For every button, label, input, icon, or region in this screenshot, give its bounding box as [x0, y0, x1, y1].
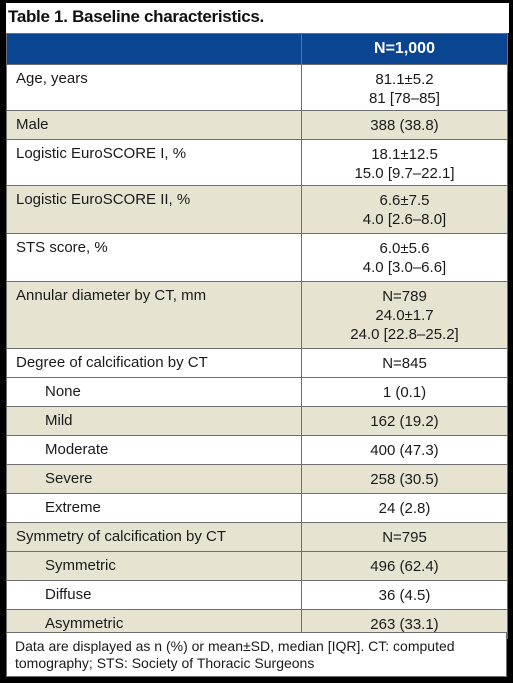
value-line: 258 (30.5) [370, 471, 439, 488]
row-label: Diffuse [6, 580, 302, 610]
value-line: 81 [78–85] [369, 90, 440, 107]
table-row: Extreme 24 (2.8) [6, 493, 508, 523]
row-value: 496 (62.4) [301, 551, 508, 581]
row-value: 388 (38.8) [301, 110, 508, 140]
row-value: 1 (0.1) [301, 377, 508, 407]
value-line: 6.6±7.5 [379, 192, 430, 209]
row-value: N=789 24.0±1.7 24.0 [22.8–25.2] [301, 281, 508, 349]
table-row: Diffuse 36 (4.5) [6, 580, 508, 610]
row-value: 258 (30.5) [301, 464, 508, 494]
row-value: 6.0±5.6 4.0 [3.0–6.6] [301, 233, 508, 282]
row-label: Moderate [6, 435, 302, 465]
value-line: 496 (62.4) [370, 558, 439, 575]
value-line: 1 (0.1) [382, 384, 427, 401]
row-label: Annular diameter by CT, mm [6, 281, 302, 349]
row-label: Age, years [6, 64, 302, 111]
row-value: 18.1±12.5 15.0 [9.7–22.1] [301, 139, 508, 186]
row-value: 36 (4.5) [301, 580, 508, 610]
row-value: 6.6±7.5 4.0 [2.6–8.0] [301, 185, 508, 234]
table-row: None 1 (0.1) [6, 377, 508, 407]
row-label: Male [6, 110, 302, 140]
value-line: 388 (38.8) [370, 117, 439, 134]
value-line: 81.1±5.2 [375, 71, 434, 88]
row-value: 81.1±5.2 81 [78–85] [301, 64, 508, 111]
row-value: 24 (2.8) [301, 493, 508, 523]
value-line: 18.1±12.5 [371, 146, 438, 163]
table-row: Male 388 (38.8) [6, 110, 508, 140]
table-row: Age, years 81.1±5.2 81 [78–85] [6, 64, 508, 111]
row-label: Extreme [6, 493, 302, 523]
row-label: Symmetry of calcification by CT [6, 522, 302, 552]
value-line: 24.0 [22.8–25.2] [350, 326, 459, 343]
value-line: N=795 [382, 529, 427, 546]
value-line: 15.0 [9.7–22.1] [354, 165, 455, 182]
table-footnote: Data are displayed as n (%) or mean±SD, … [6, 632, 507, 677]
row-value: 162 (19.2) [301, 406, 508, 436]
row-label: Mild [6, 406, 302, 436]
header-n-cell: N=1,000 [301, 33, 508, 65]
table-row: Symmetry of calcification by CT N=795 [6, 522, 508, 552]
row-label: Logistic EuroSCORE II, % [6, 185, 302, 234]
table-title: Table 1. Baseline characteristics. [6, 3, 509, 33]
table-title-label: Table 1. [8, 7, 68, 26]
row-label: Symmetric [6, 551, 302, 581]
value-line: 400 (47.3) [370, 442, 439, 459]
table-row: Degree of calcification by CT N=845 [6, 348, 508, 378]
row-label: Severe [6, 464, 302, 494]
row-label: Degree of calcification by CT [6, 348, 302, 378]
table-row: Logistic EuroSCORE II, % 6.6±7.5 4.0 [2.6… [6, 185, 508, 234]
table-row: Mild 162 (19.2) [6, 406, 508, 436]
table-row: Annular diameter by CT, mm N=789 24.0±1.7… [6, 281, 508, 349]
value-line: 24 (2.8) [378, 500, 431, 517]
header-row: N=1,000 [6, 33, 508, 65]
value-line: 4.0 [3.0–6.6] [362, 259, 447, 276]
table-row: Logistic EuroSCORE I, % 18.1±12.5 15.0 [9… [6, 139, 508, 186]
row-value: N=795 [301, 522, 508, 552]
table-title-text: Baseline characteristics. [72, 7, 264, 26]
value-line: 36 (4.5) [378, 587, 431, 604]
row-label: Logistic EuroSCORE I, % [6, 139, 302, 186]
value-line: 24.0±1.7 [375, 307, 434, 324]
baseline-table: N=1,000 Age, years 81.1±5.2 81 [78–85] Ma… [6, 33, 508, 639]
row-value: N=845 [301, 348, 508, 378]
row-label: STS score, % [6, 233, 302, 282]
table-row: Symmetric 496 (62.4) [6, 551, 508, 581]
value-line: 263 (33.1) [370, 616, 439, 633]
value-line: 162 (19.2) [370, 413, 439, 430]
value-line: N=789 [382, 288, 427, 305]
header-blank-cell [6, 33, 302, 65]
value-line: N=845 [382, 355, 427, 372]
table-row: Severe 258 (30.5) [6, 464, 508, 494]
row-label: None [6, 377, 302, 407]
value-line: 4.0 [2.6–8.0] [362, 211, 447, 228]
table-row: Moderate 400 (47.3) [6, 435, 508, 465]
value-line: 6.0±5.6 [379, 240, 430, 257]
row-value: 400 (47.3) [301, 435, 508, 465]
table-row: STS score, % 6.0±5.6 4.0 [3.0–6.6] [6, 233, 508, 282]
